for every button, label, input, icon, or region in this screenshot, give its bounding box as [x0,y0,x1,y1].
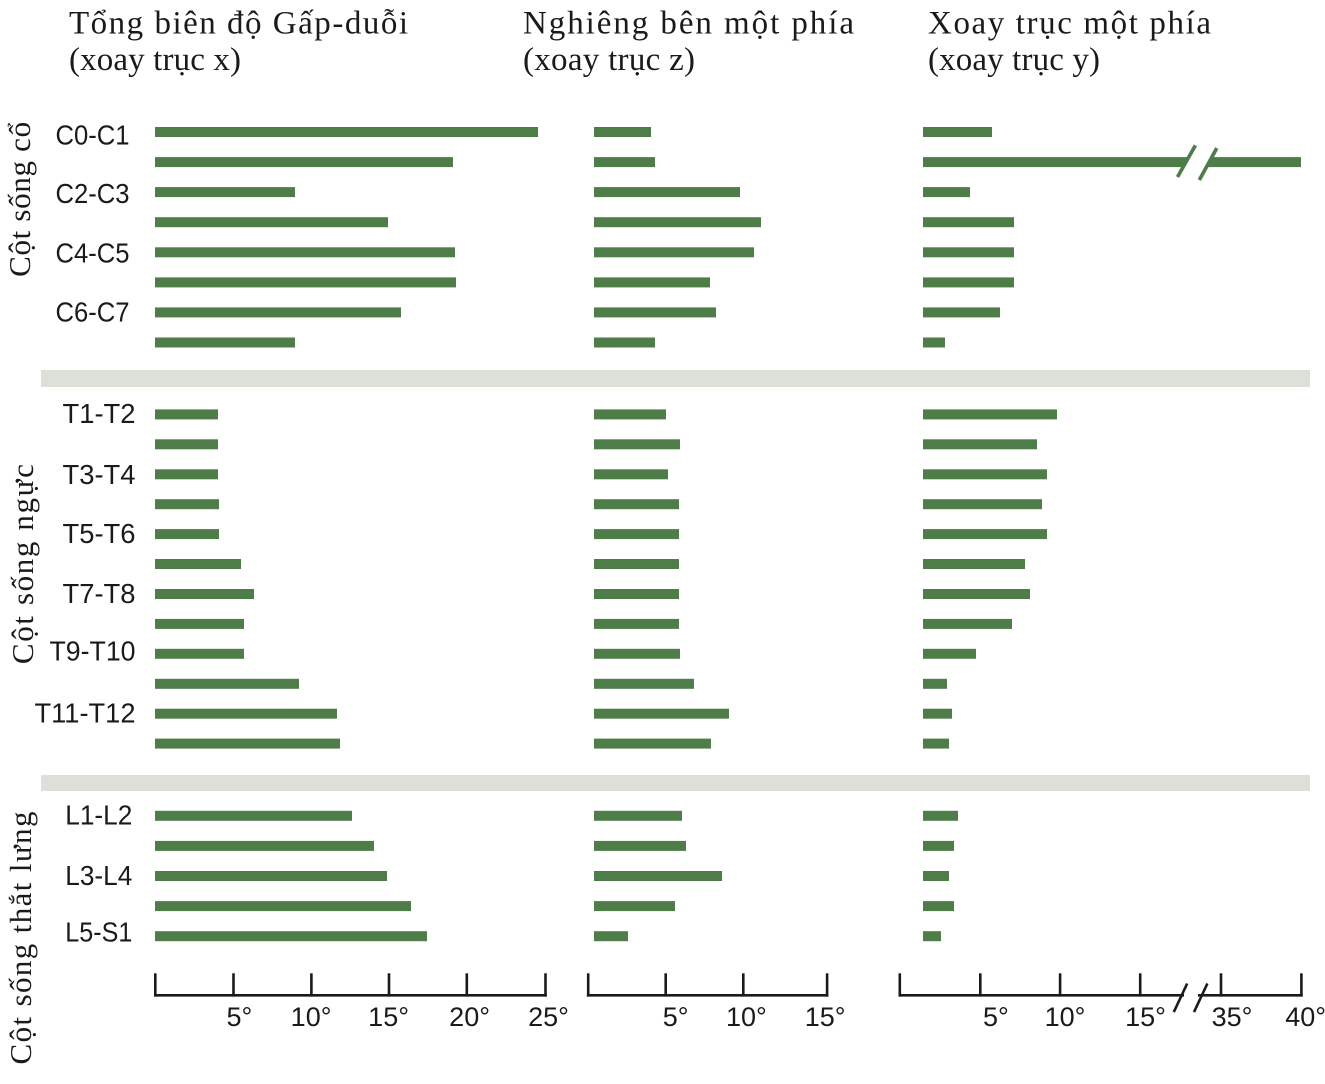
svg-text:Cột sống cổ: Cột sống cổ [2,122,37,277]
svg-text:(xoay trục y): (xoay trục y) [928,42,1100,78]
svg-text:15°: 15° [1125,1002,1166,1032]
svg-text:C4-C5: C4-C5 [56,238,130,269]
svg-text:Tổng biên độ Gấp-duỗi: Tổng biên độ Gấp-duỗi [69,5,408,41]
svg-text:(xoay trục x): (xoay trục x) [69,42,241,78]
svg-text:Cột sống ngực: Cột sống ngực [5,464,40,664]
svg-text:10°: 10° [291,1002,332,1032]
svg-text:L1-L2: L1-L2 [65,799,132,830]
svg-text:T7-T8: T7-T8 [63,578,136,609]
svg-text:C2-C3: C2-C3 [56,178,130,209]
svg-text:T1-T2: T1-T2 [63,398,136,429]
svg-text:25°: 25° [528,1002,569,1032]
svg-text:(xoay trục z): (xoay trục z) [523,42,695,78]
svg-text:15°: 15° [805,1002,846,1032]
svg-text:15°: 15° [368,1002,409,1032]
svg-text:10°: 10° [726,1002,767,1032]
svg-text:L3-L4: L3-L4 [65,860,132,891]
svg-text:T11-T12: T11-T12 [35,697,136,728]
svg-text:C0-C1: C0-C1 [56,119,130,150]
svg-text:10°: 10° [1045,1002,1086,1032]
svg-text:T9-T10: T9-T10 [50,635,136,666]
svg-text:20°: 20° [449,1002,490,1032]
svg-text:5°: 5° [983,1002,1009,1032]
svg-text:T3-T4: T3-T4 [63,459,136,490]
svg-text:Cột sống thắt lưng: Cột sống thắt lưng [3,812,38,1065]
svg-text:T5-T6: T5-T6 [63,518,136,549]
svg-text:L5-S1: L5-S1 [65,917,132,948]
svg-text:5°: 5° [663,1002,689,1032]
svg-text:Nghiêng bên một phía: Nghiêng bên một phía [523,5,854,41]
svg-text:40°: 40° [1285,1002,1325,1032]
svg-text:Xoay trục một phía: Xoay trục một phía [928,5,1211,41]
svg-text:C6-C7: C6-C7 [56,297,130,328]
svg-text:35°: 35° [1212,1002,1253,1032]
svg-text:5°: 5° [226,1002,252,1032]
